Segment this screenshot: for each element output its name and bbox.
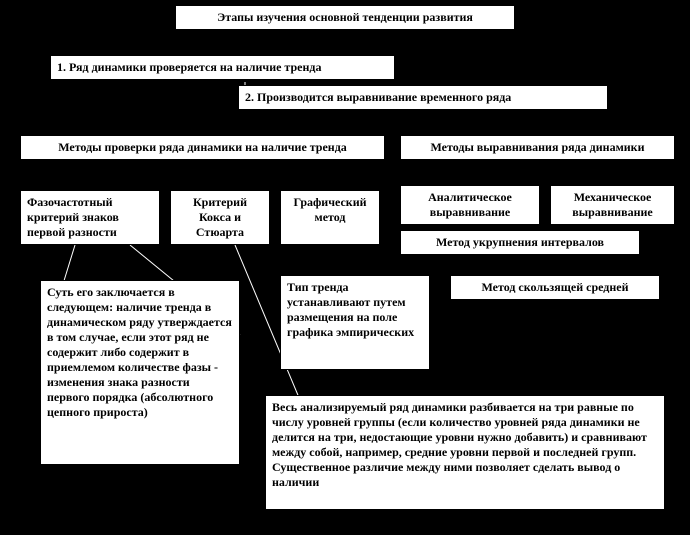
- step2-box: 2. Производится выравнивание временного …: [238, 85, 608, 110]
- method-analytic: Аналитическое выравнивание: [400, 185, 540, 225]
- method-cox: Критерий Кокса и Стюарта: [170, 190, 270, 245]
- method-mechanical: Механическое выравнивание: [550, 185, 675, 225]
- method-phase: Фазочастотный критерий знаков первой раз…: [20, 190, 160, 245]
- diagram-title: Этапы изучения основной тенденции развит…: [175, 5, 515, 30]
- desc-phase: Суть его заключается в следующем: наличи…: [40, 280, 240, 465]
- method-graph: Графический метод: [280, 190, 380, 245]
- method-sliding: Метод скользящей средней: [450, 275, 660, 300]
- methods-check-title: Методы проверки ряда динамики на наличие…: [20, 135, 385, 160]
- method-enlarge: Метод укрупнения интервалов: [400, 230, 640, 255]
- desc-cox: Весь анализируемый ряд динамики разбивае…: [265, 395, 665, 510]
- methods-align-title: Методы выравнивания ряда динамики: [400, 135, 675, 160]
- step1-box: 1. Ряд динамики проверяется на наличие т…: [50, 55, 395, 80]
- desc-graph: Тип тренда устанавливают путем размещени…: [280, 275, 430, 370]
